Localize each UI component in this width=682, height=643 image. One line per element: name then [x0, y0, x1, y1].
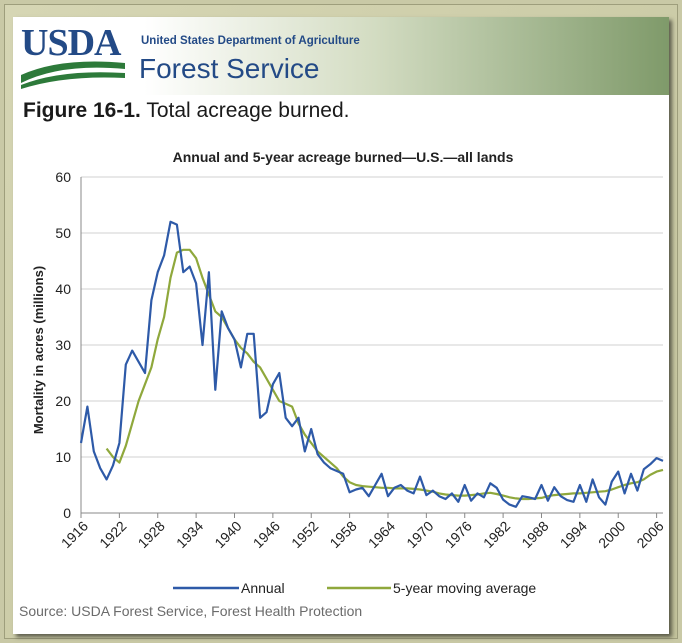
usda-logo-swoosh-icon	[21, 61, 125, 89]
usda-logo: USDA	[21, 23, 133, 89]
x-tick-label: 1952	[288, 518, 321, 551]
y-tick-label: 30	[55, 337, 71, 353]
figure-number: Figure 16-1.	[23, 99, 141, 122]
service-name: Forest Service	[139, 53, 320, 84]
chart-legend: Annual 5-year moving average	[173, 580, 536, 596]
chart-series	[79, 220, 664, 508]
usda-logo-text: USDA	[21, 22, 121, 64]
y-tick-labels: 0 10 20 30 40 50 60	[55, 169, 71, 521]
x-tick-label: 1928	[135, 518, 168, 551]
annual-series-line	[79, 220, 664, 508]
y-tick-label: 40	[55, 281, 71, 297]
legend-moving-average-label: 5-year moving average	[393, 580, 536, 596]
x-tick-label: 1958	[326, 518, 359, 551]
figure-card: USDA United States Department of Agricul…	[13, 17, 669, 634]
y-axis-label: Mortality in acres (millions)	[31, 266, 46, 434]
chart-title: Annual and 5-year acreage burned—U.S.—al…	[173, 149, 514, 165]
x-tick-labels: 1916 1922 1928 1934 1940 1946 1952 1958 1964 1970…	[58, 518, 667, 551]
photo-frame: USDA United States Department of Agricul…	[4, 4, 678, 639]
figure-caption: Total acreage burned.	[146, 99, 350, 122]
x-tick-label: 1988	[518, 518, 551, 551]
y-tick-label: 60	[55, 169, 71, 185]
x-tick-label: 2000	[595, 518, 628, 551]
moving-average-series-line	[105, 248, 664, 501]
y-tick-label: 50	[55, 225, 71, 241]
figure-title: Figure 16-1. Total acreage burned.	[23, 99, 349, 123]
x-tick-label: 1934	[173, 518, 206, 551]
x-tick-label: 1982	[480, 518, 513, 551]
x-tick-label: 1916	[58, 518, 91, 551]
x-tick-label: 1922	[96, 518, 129, 551]
x-tick-label: 1994	[557, 518, 590, 551]
x-tick-label: 1970	[403, 518, 436, 551]
legend-annual-label: Annual	[241, 580, 285, 596]
source-note: Source: USDA Forest Service, Forest Heal…	[19, 603, 363, 619]
x-tick-label: 1976	[442, 518, 475, 551]
acreage-burned-chart: Annual and 5-year acreage burned—U.S.—al…	[31, 149, 667, 596]
y-tick-label: 0	[63, 505, 71, 521]
y-tick-label: 10	[55, 449, 71, 465]
usda-header-banner: USDA United States Department of Agricul…	[13, 17, 669, 95]
x-tick-label: 1964	[365, 518, 398, 551]
x-tick-label: 2006	[633, 518, 666, 551]
agency-name: United States Department of Agriculture	[141, 35, 360, 47]
x-tick-label: 1940	[211, 518, 244, 551]
x-tick-label: 1946	[250, 518, 283, 551]
y-tick-label: 20	[55, 393, 71, 409]
